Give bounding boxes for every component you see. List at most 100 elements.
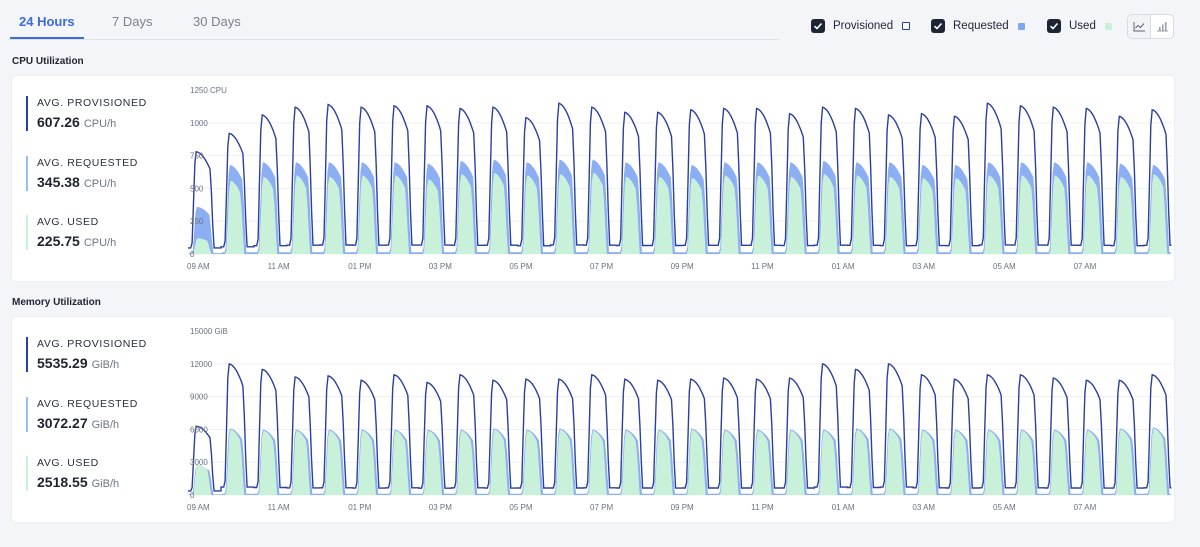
cpu-avg-requested: AVG. REQUESTED 345.38 CPU/h xyxy=(26,156,138,191)
stat-label: AVG. PROVISIONED xyxy=(37,338,147,350)
memory-x-tick: 03 AM xyxy=(912,503,935,512)
requested-indicator xyxy=(26,397,28,432)
stat-value: 345.38 xyxy=(37,174,80,190)
cpu-x-tick: 09 PM xyxy=(671,262,694,271)
time-range-tabs: 24 Hours 7 Days 30 Days xyxy=(8,0,780,40)
stat-value: 2518.55 xyxy=(37,474,88,490)
requested-indicator xyxy=(26,156,28,191)
bar-chart-button[interactable] xyxy=(1151,15,1173,38)
memory-x-tick: 09 AM xyxy=(187,503,210,512)
stat-unit: CPU/h xyxy=(83,178,117,190)
tab-30-days[interactable]: 30 Days xyxy=(193,14,241,29)
memory-y-tick: 3000 xyxy=(190,458,208,467)
requested-swatch xyxy=(1017,22,1025,30)
memory-y-tick: 0 xyxy=(190,491,195,500)
bar-chart-icon xyxy=(1156,22,1168,32)
cpu-x-tick: 03 AM xyxy=(912,262,935,271)
cpu-x-tick: 01 PM xyxy=(348,262,371,271)
cpu-x-tick: 09 AM xyxy=(187,262,210,271)
memory-used-area xyxy=(189,428,1172,495)
stat-unit: CPU/h xyxy=(83,118,117,130)
provisioned-indicator xyxy=(26,96,28,131)
line-chart-icon xyxy=(1133,22,1145,32)
legend-label: Provisioned xyxy=(833,20,894,32)
cpu-y-tick: 500 xyxy=(190,184,204,193)
stat-value: 607.26 xyxy=(37,114,80,130)
memory-y-tick: 9000 xyxy=(190,393,208,402)
used-swatch xyxy=(1104,22,1112,30)
memory-y-tick: 6000 xyxy=(190,425,208,434)
provisioned-swatch xyxy=(902,22,911,30)
chart-type-toggle xyxy=(1127,14,1174,39)
memory-avg-provisioned: AVG. PROVISIONED 5535.29 GiB/h xyxy=(26,337,147,372)
tab-24-hours[interactable]: 24 Hours xyxy=(19,14,75,29)
cpu-x-tick: 01 AM xyxy=(832,262,855,271)
stat-label: AVG. REQUESTED xyxy=(37,398,138,410)
cpu-x-tick: 11 PM xyxy=(751,262,774,271)
cpu-y-unit-label: 1250 CPU xyxy=(190,86,227,95)
stat-unit: GiB/h xyxy=(91,478,120,490)
cpu-y-tick: 250 xyxy=(190,217,204,226)
cpu-x-tick: 07 PM xyxy=(590,262,613,271)
memory-y-tick: 12000 xyxy=(190,360,213,369)
stat-label: AVG. USED xyxy=(37,216,99,228)
memory-x-tick: 01 AM xyxy=(832,503,855,512)
legend-used[interactable]: Used xyxy=(1047,14,1112,38)
stat-unit: GiB/h xyxy=(91,359,120,371)
legend-requested[interactable]: Requested xyxy=(931,14,1025,38)
used-checkbox[interactable] xyxy=(1047,19,1061,33)
stat-value: 225.75 xyxy=(37,233,80,249)
memory-utilization-panel: AVG. PROVISIONED 5535.29 GiB/h AVG. REQUE… xyxy=(12,317,1174,522)
cpu-x-tick: 03 PM xyxy=(429,262,452,271)
cpu-x-tick: 11 AM xyxy=(268,262,290,271)
cpu-x-tick: 05 PM xyxy=(509,262,532,271)
memory-y-unit-label: 15000 GiB xyxy=(190,327,228,336)
memory-chart-svg: 15000 GiB 12000 9000 6000 3000 0 09 AM 11 AM 01 … xyxy=(187,327,1172,512)
tab-7-days[interactable]: 7 Days xyxy=(112,14,153,29)
memory-x-tick: 05 AM xyxy=(993,503,1016,512)
legend-provisioned[interactable]: Provisioned xyxy=(811,14,911,38)
provisioned-checkbox[interactable] xyxy=(811,19,825,33)
requested-checkbox[interactable] xyxy=(931,19,945,33)
memory-avg-requested: AVG. REQUESTED 3072.27 GiB/h xyxy=(26,397,138,432)
memory-x-tick: 07 PM xyxy=(590,503,613,512)
provisioned-indicator xyxy=(26,337,28,372)
cpu-x-tick: 07 AM xyxy=(1074,262,1097,271)
cpu-section-title: CPU Utilization xyxy=(12,56,84,67)
stat-unit: CPU/h xyxy=(83,237,117,249)
cpu-chart-svg: 1250 CPU 1000 750 500 250 0 09 AM 11 AM 01 PM 03 … xyxy=(187,86,1172,271)
legend-label: Requested xyxy=(953,20,1009,32)
memory-section-title: Memory Utilization xyxy=(12,297,101,308)
memory-x-tick: 01 PM xyxy=(348,503,371,512)
cpu-chart: 1250 CPU 1000 750 500 250 0 09 AM 11 AM 01 PM 03 … xyxy=(186,76,1174,281)
stat-label: AVG. USED xyxy=(37,457,99,469)
cpu-y-tick: 750 xyxy=(190,152,204,161)
active-tab-indicator xyxy=(10,37,84,39)
used-indicator xyxy=(26,456,28,491)
cpu-avg-provisioned: AVG. PROVISIONED 607.26 CPU/h xyxy=(26,96,147,131)
memory-x-tick: 05 PM xyxy=(509,503,532,512)
memory-x-tick: 09 PM xyxy=(671,503,694,512)
memory-provisioned-line xyxy=(188,362,1172,492)
memory-x-tick: 07 AM xyxy=(1074,503,1097,512)
stat-label: AVG. REQUESTED xyxy=(37,157,138,169)
cpu-provisioned-line xyxy=(188,102,1172,249)
memory-chart: 15000 GiB 12000 9000 6000 3000 0 09 AM 11 AM 01 … xyxy=(186,317,1174,522)
used-indicator xyxy=(26,215,28,250)
cpu-utilization-panel: AVG. PROVISIONED 607.26 CPU/h AVG. REQUES… xyxy=(12,76,1174,281)
memory-x-tick: 11 PM xyxy=(751,503,774,512)
stat-label: AVG. PROVISIONED xyxy=(37,97,147,109)
stat-unit: GiB/h xyxy=(91,419,120,431)
cpu-x-tick: 05 AM xyxy=(993,262,1016,271)
cpu-used-area xyxy=(189,172,1172,254)
legend-label: Used xyxy=(1069,20,1096,32)
stat-value: 3072.27 xyxy=(37,415,88,431)
line-chart-button[interactable] xyxy=(1128,15,1151,38)
cpu-y-tick: 1000 xyxy=(190,119,208,128)
cpu-y-tick: 0 xyxy=(190,250,195,259)
memory-x-tick: 03 PM xyxy=(429,503,452,512)
cpu-avg-used: AVG. USED 225.75 CPU/h xyxy=(26,215,116,250)
stat-value: 5535.29 xyxy=(37,355,88,371)
memory-avg-used: AVG. USED 2518.55 GiB/h xyxy=(26,456,119,491)
memory-x-tick: 11 AM xyxy=(268,503,290,512)
